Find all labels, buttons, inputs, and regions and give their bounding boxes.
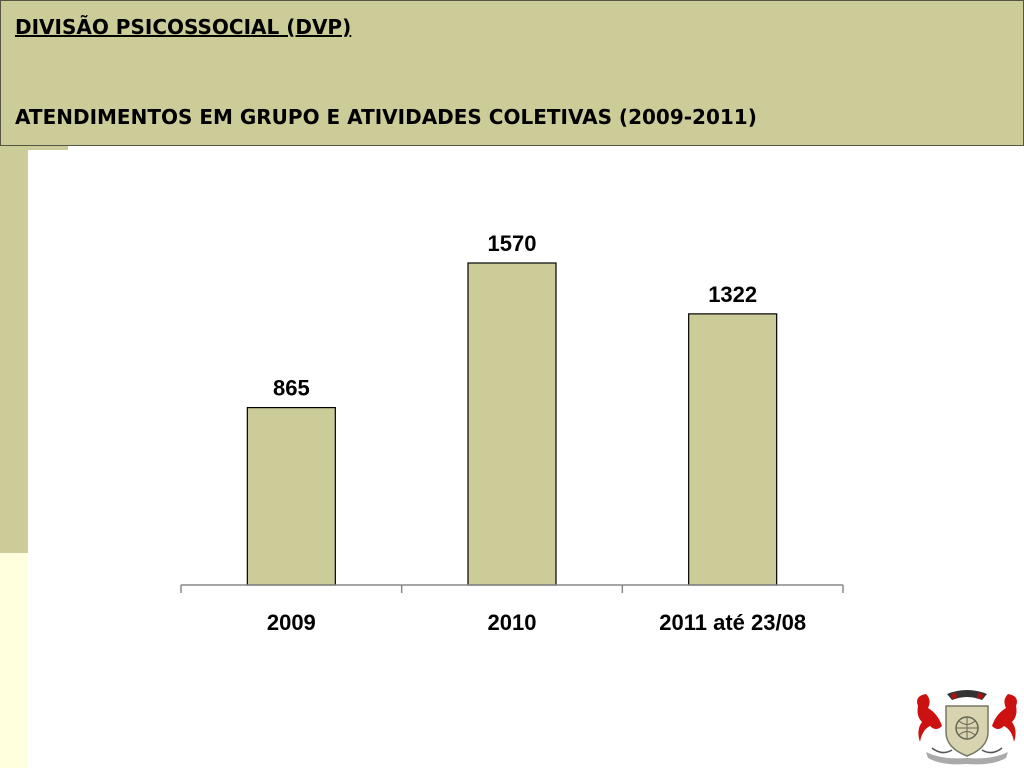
- data-labels-group: 865 1570 1322: [273, 231, 757, 401]
- data-label-0: 865: [273, 376, 310, 401]
- x-tick-label-1: 2010: [488, 610, 537, 635]
- bars-group: [246, 262, 778, 586]
- x-tick-label-0: 2009: [267, 610, 316, 635]
- bar-2: [688, 313, 778, 586]
- left-decor-tab: [28, 146, 68, 150]
- x-tick-label-2: 2011 até 23/08: [659, 610, 806, 635]
- bar-0: [246, 406, 336, 586]
- data-label-1: 1570: [488, 231, 537, 256]
- x-axis: [180, 584, 844, 593]
- bar-chart: 865 1570 1322 2009 2010 2011 até 23/08: [180, 231, 844, 635]
- page-title: DIVISÃO PSICOSSOCIAL (DVP): [15, 15, 352, 39]
- bar-1: [467, 262, 557, 586]
- data-label-2: 1322: [708, 282, 757, 307]
- left-decor-bar-light: [0, 553, 28, 768]
- x-tick-labels-group: 2009 2010 2011 até 23/08: [267, 610, 806, 635]
- left-decor-bar: [0, 146, 28, 553]
- header-banner: DIVISÃO PSICOSSOCIAL (DVP) ATENDIMENTOS …: [0, 0, 1024, 146]
- page-subtitle: ATENDIMENTOS EM GRUPO E ATIVIDADES COLET…: [15, 105, 757, 129]
- coat-of-arms-icon: [917, 690, 1017, 765]
